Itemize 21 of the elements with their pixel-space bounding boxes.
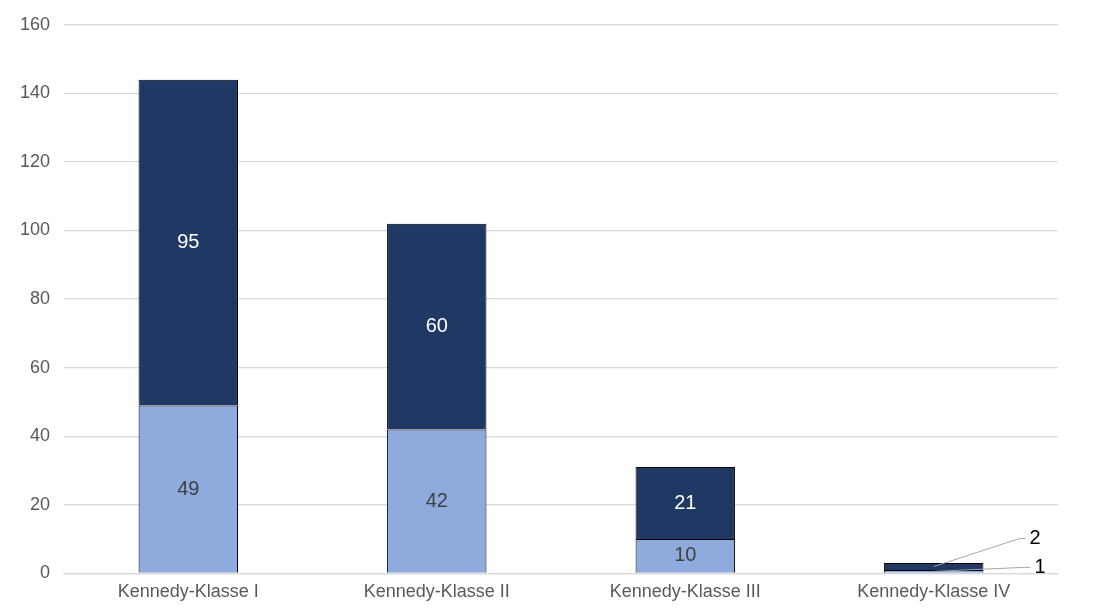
y-tick-label: 100 xyxy=(19,219,51,240)
x-tick-label: Kennedy-Klasse III xyxy=(609,581,761,602)
data-label: 60 xyxy=(425,314,448,337)
data-label: 21 xyxy=(674,490,697,513)
data-label: 95 xyxy=(177,230,200,253)
data-label: 2 xyxy=(1029,526,1041,549)
data-label: 49 xyxy=(177,476,200,499)
y-tick-label: 20 xyxy=(30,493,51,514)
y-tick-label: 140 xyxy=(19,82,51,103)
data-label: 10 xyxy=(674,543,697,566)
y-tick-label: 120 xyxy=(19,150,51,171)
x-tick-label: Kennedy-Klasse II xyxy=(363,581,510,602)
y-tick-label: 0 xyxy=(40,562,51,583)
y-tick-label: 80 xyxy=(30,288,51,309)
y-tick-label: 60 xyxy=(30,356,51,377)
data-label: 1 xyxy=(1034,554,1046,577)
x-tick-label: Kennedy-Klasse IV xyxy=(857,581,1011,602)
data-label: 42 xyxy=(425,488,448,511)
y-tick-label: 40 xyxy=(30,425,51,446)
x-tick-label: Kennedy-Klasse I xyxy=(117,581,259,602)
y-tick-label: 160 xyxy=(19,13,51,34)
